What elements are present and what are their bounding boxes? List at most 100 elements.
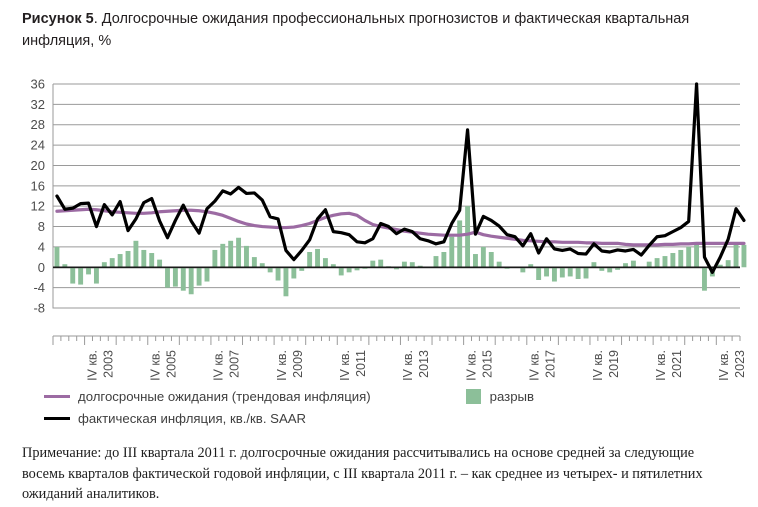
x-axis-tick-label-year: 2023 [733,350,747,378]
gap-bar [330,264,336,268]
figure-title: Рисунок 5. Долгосрочные ожидания професс… [22,8,722,52]
gap-bar [496,261,502,268]
gap-bar [544,267,549,277]
expectations-line [55,207,746,247]
gap-bar [275,267,281,281]
gap-bar [457,220,463,268]
gap-bar [717,264,723,268]
gap-bar [228,240,234,268]
y-axis-tick-label: 8 [38,219,45,234]
gap-bar [702,267,707,291]
gap-bar [409,262,415,268]
x-axis-tick-label: I–IV кв. 2007 [212,350,242,380]
x-axis-tick-label-year: 2017 [544,350,558,378]
legend-item-actual: фактическая инфляция, кв./кв. SAAR [44,411,306,426]
gap-bar [378,259,384,268]
figure-title-text: . Долгосрочные ожидания профессиональных… [22,11,690,49]
legend-label-actual: фактическая инфляция, кв./кв. SAAR [78,410,307,426]
gap-bar [141,249,147,268]
x-axis-tick-label-quarters: I–IV кв. [717,350,731,380]
x-axis-tick-label-quarters: I–IV кв. [654,350,668,380]
gap-bar [630,260,636,268]
x-axis-tick-label: I–IV кв. 2021 [654,350,684,380]
legend-item-gap: разрыв [465,388,535,404]
gap-bar [394,267,399,270]
gap-bar [401,261,407,268]
gap-bar [528,264,534,268]
chart-legend: долгосрочные ожидания (трендовая инфляци… [44,385,704,429]
gap-bar [480,246,486,268]
x-axis-tick-label-year: 2009 [291,350,305,378]
gap-bar [536,267,542,280]
gap-bar [607,267,613,273]
legend-row-2: фактическая инфляция, кв./кв. SAAR [44,407,704,429]
gap-bar [615,267,621,270]
gap-bar [559,267,565,278]
x-axis-tick-label: I–IV кв. 2017 [528,350,558,380]
gap-bar [172,267,178,287]
gap-bar [654,258,660,268]
y-axis-tick-label: 16 [31,178,45,193]
gap-bar [433,256,439,268]
figure-note: Примечание: до III квартала 2011 г. долг… [22,445,703,502]
legend-line-expectations-icon [44,394,70,398]
gap-bar [307,252,313,268]
gap-bar [551,267,557,282]
gap-bar [646,261,652,268]
gap-bar [670,253,676,268]
gap-bar [488,252,494,268]
x-axis-tick-label-year: 2003 [101,350,115,378]
gap-bar [591,262,597,268]
gap-bar [244,245,249,268]
x-axis-tick-label-year: 2013 [417,350,431,378]
gap-bar [473,254,478,268]
legend-label-expectations: долгосрочные ожидания (трендовая инфляци… [78,388,371,404]
x-axis-tick-label-year: 2011 [354,350,368,377]
x-axis-tick-label-year: 2021 [670,350,684,378]
x-axis-tick-label-year: 2019 [607,350,621,378]
y-axis-tick-label: 36 [31,77,45,92]
gap-bar [315,248,320,268]
gap-bar [623,263,628,268]
x-axis-tick-label-quarters: I–IV кв. [212,350,226,380]
gap-bar [449,236,455,268]
gap-bar [733,244,739,268]
x-axis-tick-label: I–IV кв. 2003 [85,350,115,380]
x-axis-tick-label: I–IV кв. 2015 [464,350,494,380]
y-axis-tick-label: 12 [31,199,45,214]
gap-bar [694,243,700,268]
gap-bar [370,260,376,268]
gap-bar [322,258,328,268]
gap-bar [149,253,155,268]
x-axis-tick-label-quarters: I–IV кв. [149,350,163,380]
x-axis-tick-label-year: 2015 [480,350,494,378]
x-axis-tick-label-year: 2005 [165,350,179,378]
y-axis-tick-label: 28 [31,117,45,132]
gap-bar [212,249,218,268]
actual-inflation-line [55,82,746,274]
x-axis-tick-label-quarters: I–IV кв. [591,350,605,380]
x-axis-tick-label: I–IV кв. 2019 [591,350,621,380]
x-axis-tick-label: I–IV кв. 2023 [717,350,747,380]
x-axis-tick-label: I–IV кв. 2011 [338,350,368,380]
gap-bar [54,246,60,268]
legend-item-expectations: долгосрочные ожидания (трендовая инфляци… [44,389,371,404]
gap-bar [441,252,447,268]
x-axis-tick-label-year: 2007 [228,350,242,378]
gap-bar [662,256,668,268]
legend-label-gap: разрыв [489,388,535,404]
gap-bar [678,249,684,268]
gap-bar [267,267,273,273]
gap-bar [204,267,210,282]
gap-bar [70,267,76,284]
gap-bar [78,267,84,285]
gap-bar [86,267,91,275]
gap-bar [117,254,123,268]
gap-bar [259,263,265,268]
gap-bar [109,258,115,268]
gap-bar [599,267,605,271]
x-axis-tick-label-quarters: I–IV кв. [464,350,478,380]
gap-bar [741,244,747,268]
